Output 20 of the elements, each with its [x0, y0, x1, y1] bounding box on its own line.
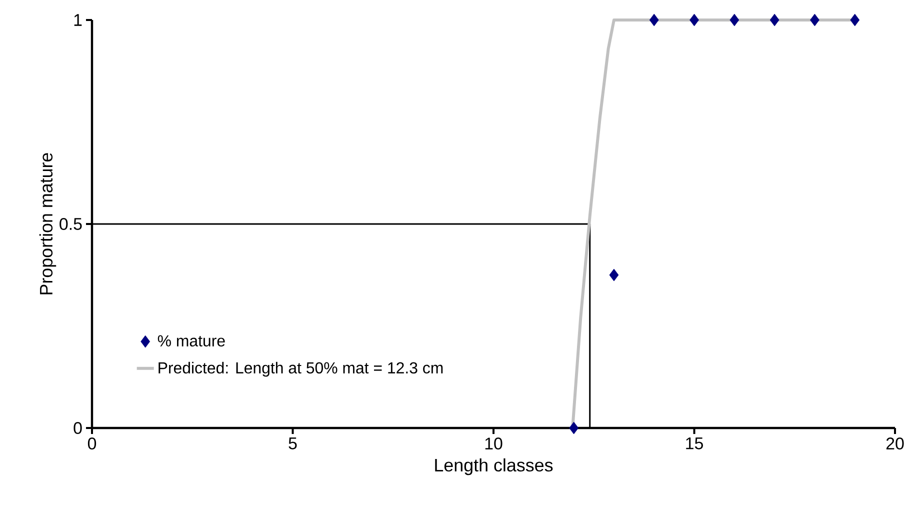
x-tick-label: 15 [686, 438, 703, 450]
y-tick-label: 0.5 [60, 218, 82, 230]
point [770, 14, 780, 26]
point [690, 14, 699, 26]
x-tick-label: 10 [485, 438, 502, 450]
y-tick-label: 1 [74, 14, 82, 26]
x-axis-title: Length classes [435, 458, 553, 476]
point [730, 14, 740, 26]
y-tick-label: 0 [74, 422, 82, 434]
legend-label: % mature [158, 335, 225, 346]
x-tick-label: 20 [886, 438, 904, 450]
point [850, 14, 860, 26]
x-tick-label: 0 [88, 438, 96, 450]
point [609, 268, 619, 282]
y-axis-title: Proportion mature [39, 153, 56, 294]
x-tick-label: 5 [288, 438, 297, 450]
point [569, 422, 579, 434]
point [810, 14, 820, 26]
point [649, 14, 659, 26]
legend-label: Predicted: Length at 50% mat = 12.3 cm [158, 362, 443, 377]
